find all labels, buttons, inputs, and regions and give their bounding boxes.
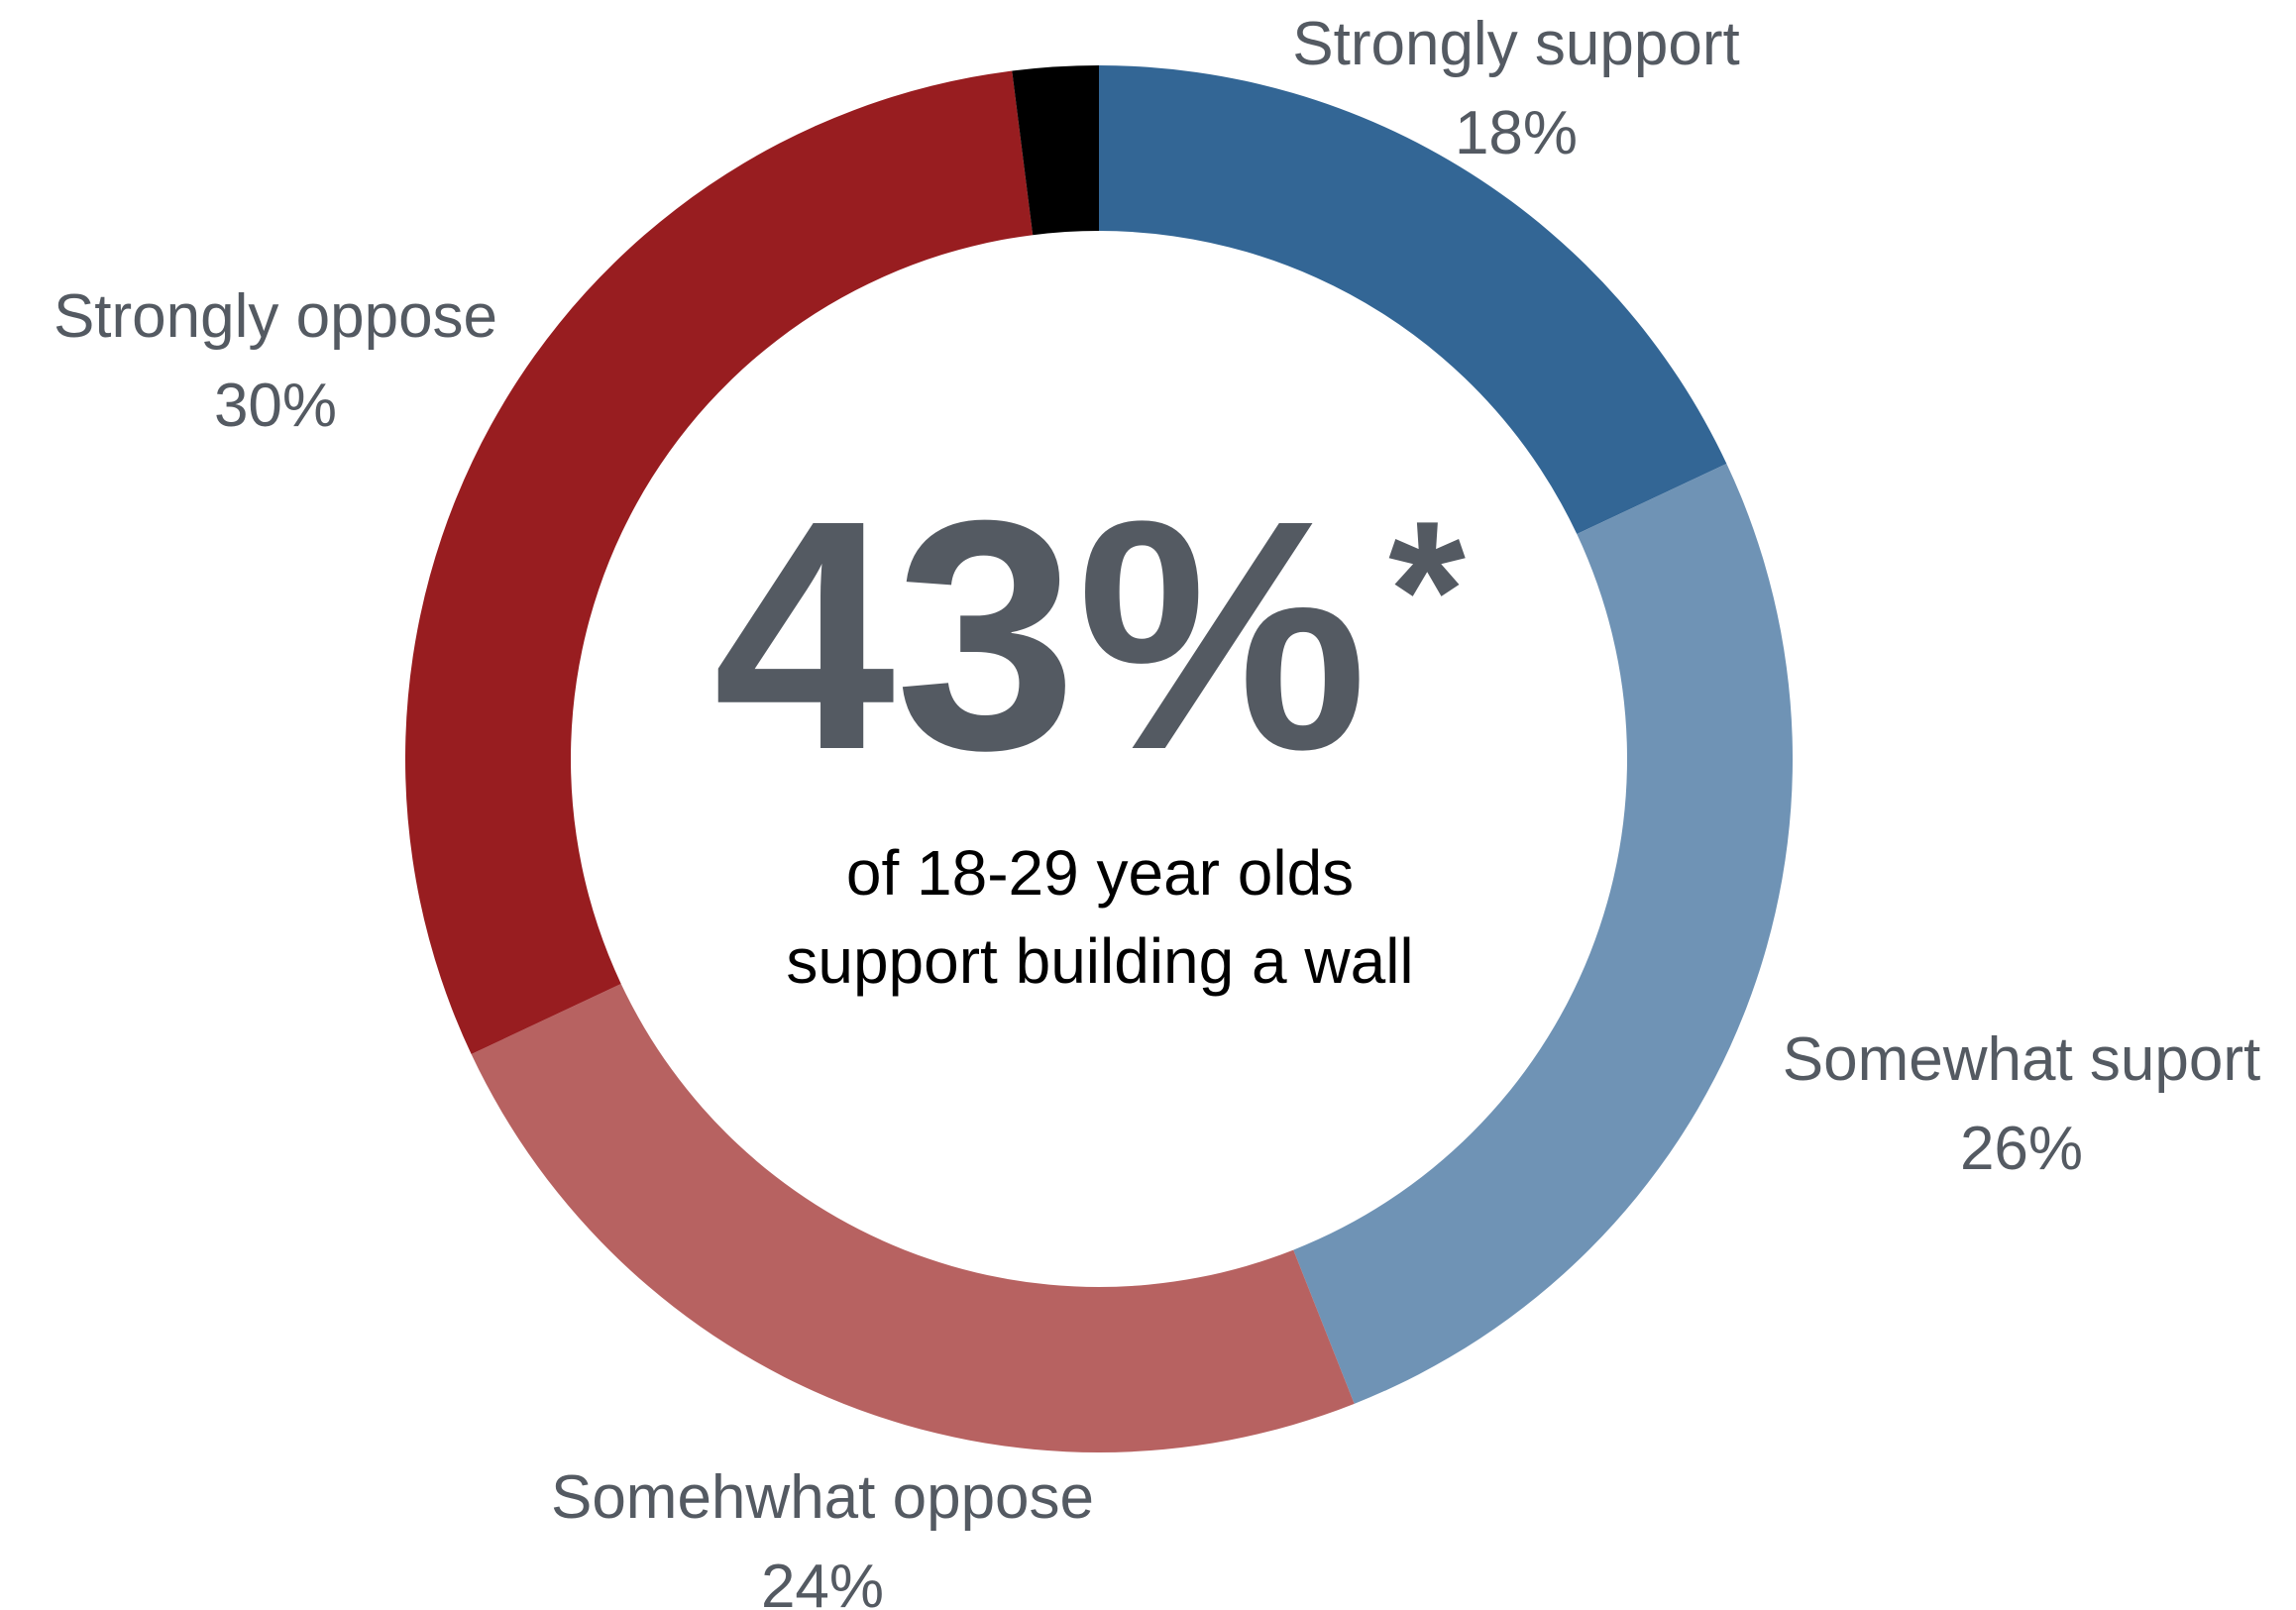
center-asterisk: * <box>1388 481 1466 701</box>
slice-value-strongly-oppose: 30% <box>214 372 337 440</box>
slice-label-somehwhat-oppose: Somehwhat oppose <box>551 1463 1094 1532</box>
slice-value-somewhat-suport: 26% <box>1960 1115 2083 1183</box>
slice-value-strongly-support: 18% <box>1455 99 1578 167</box>
center-caption-line-1: of 18-29 year olds <box>846 837 1354 909</box>
slice-label-strongly-support: Strongly support <box>1292 10 1739 78</box>
slice-label-somewhat-suport: Somewhat suport <box>1783 1025 2260 1094</box>
center-annotation: 43% * of 18-29 year olds support buildin… <box>713 452 1466 997</box>
slice-value-somehwhat-oppose: 24% <box>761 1553 884 1610</box>
slice-label-strongly-oppose: Strongly oppose <box>54 282 497 351</box>
center-caption-line-2: support building a wall <box>786 925 1413 997</box>
slice-strongly-support <box>1099 65 1727 535</box>
slice-unlabeled <box>1012 65 1099 236</box>
center-stat: 43% <box>713 452 1367 817</box>
slice-somehwhat-oppose <box>471 983 1355 1452</box>
donut-slices <box>404 65 1793 1452</box>
slice-somewhat-suport <box>1293 463 1793 1404</box>
slice-labels: Strongly support 18% Somewhat suport 26% Som… <box>54 10 2260 1610</box>
slice-strongly-oppose <box>404 70 1034 1055</box>
